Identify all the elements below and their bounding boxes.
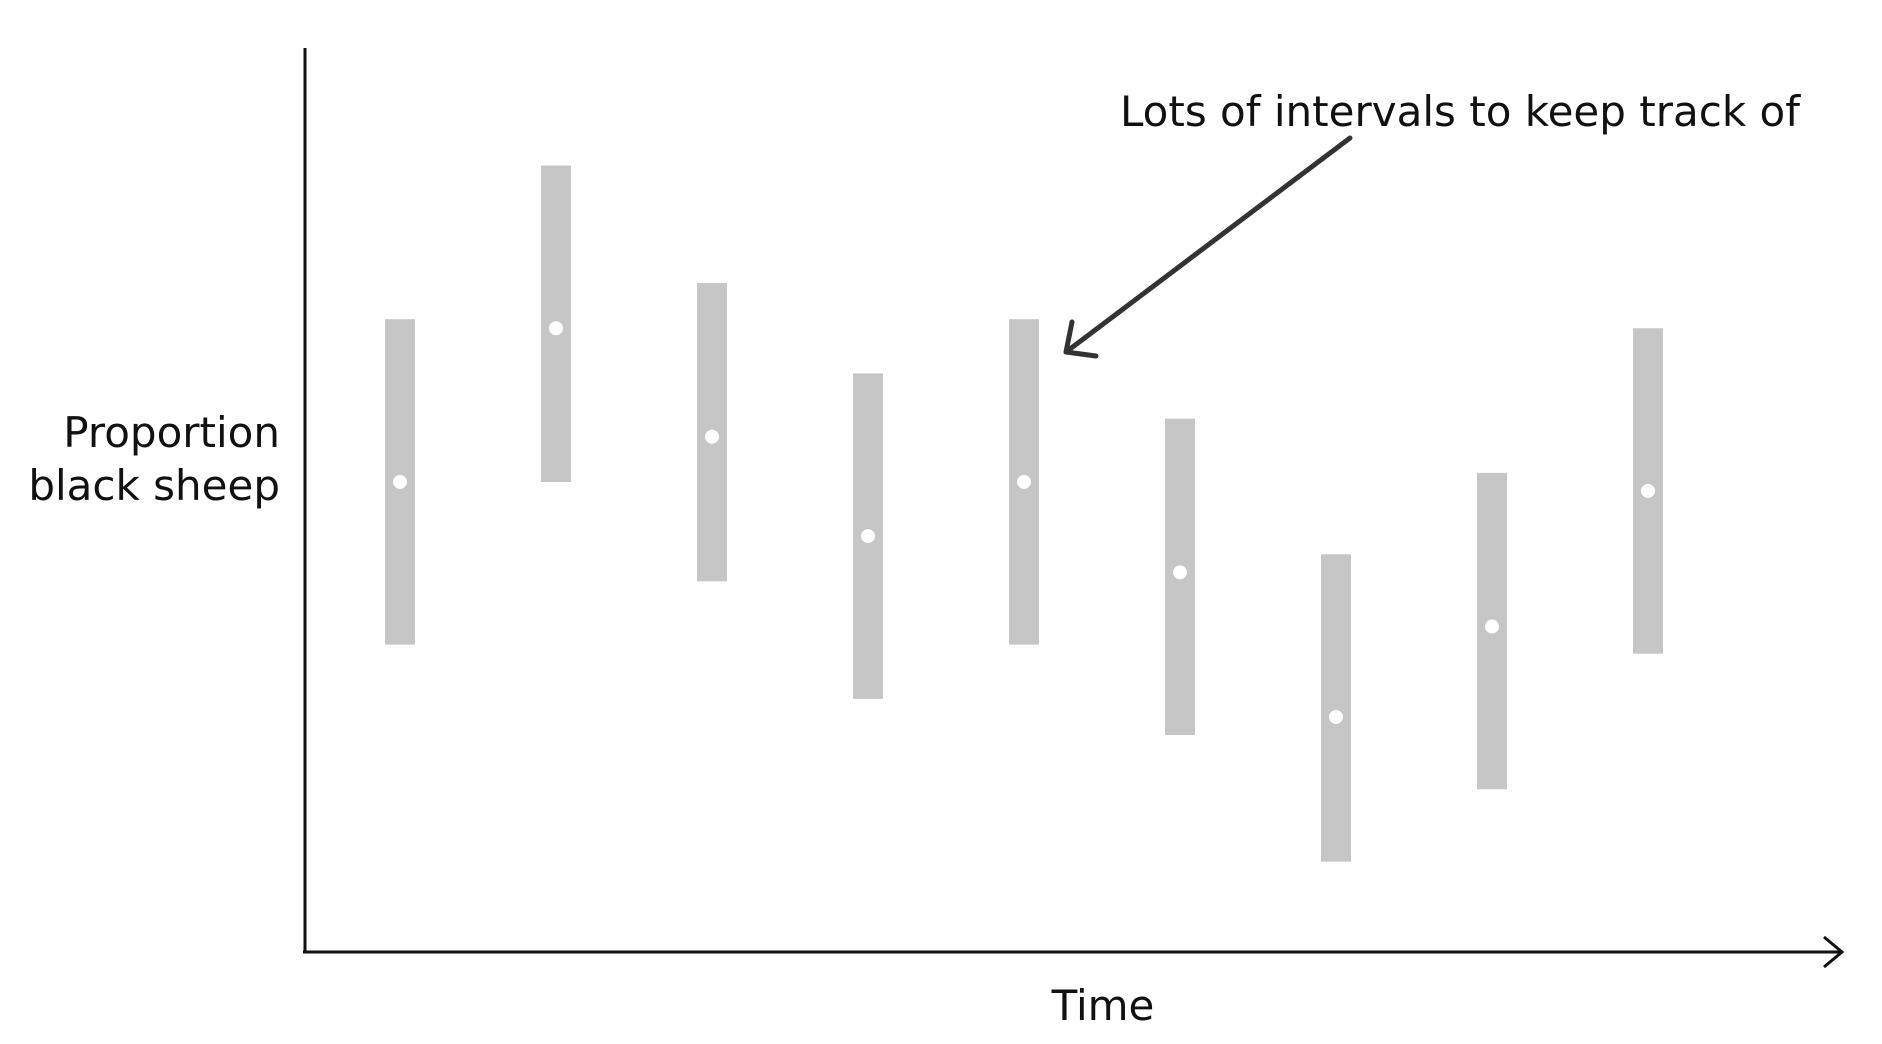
interval-bar (1321, 554, 1351, 862)
interval-estimate-point (1329, 709, 1343, 724)
y-axis-label-line-1: Proportion (63, 408, 280, 457)
y-axis-label-line-2: black sheep (28, 461, 280, 510)
interval-estimate-point (861, 529, 875, 544)
x-axis-label: Time (1051, 981, 1155, 1030)
interval-estimate-point (1485, 619, 1499, 634)
interval-estimate-point (705, 429, 719, 444)
interval-estimate-point (549, 321, 563, 336)
interval-estimate-point (393, 474, 407, 489)
annotation-text: Lots of intervals to keep track of (1120, 87, 1801, 136)
annotation-arrow-shaft (1063, 135, 1353, 355)
x-axis-arrowhead (1823, 935, 1845, 969)
intervals-layer (385, 165, 1663, 862)
annotation-arrowhead (1063, 319, 1099, 359)
interval-estimate-point (1641, 483, 1655, 498)
interval-estimate-point (1173, 565, 1187, 580)
interval-estimate-point (1017, 474, 1031, 489)
